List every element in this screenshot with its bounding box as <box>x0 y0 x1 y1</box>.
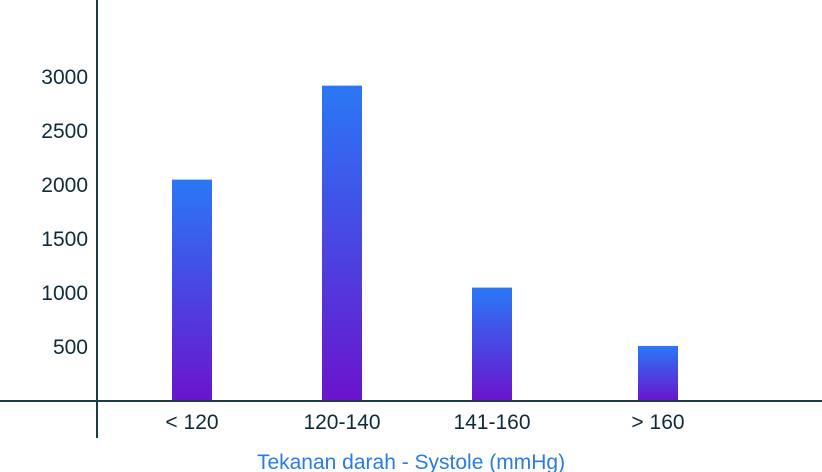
bar-0 <box>172 179 212 401</box>
bars-group <box>172 85 678 401</box>
y-tick-label-0: 500 <box>53 336 88 359</box>
x-category-label-0: < 120 <box>165 411 218 434</box>
bar-3 <box>638 345 678 401</box>
y-tick-label-5: 3000 <box>41 66 88 89</box>
x-category-label-3: > 160 <box>631 411 684 434</box>
y-tick-label-3: 2000 <box>41 174 88 197</box>
y-tick-label-1: 1000 <box>41 282 88 305</box>
y-tick-label-2: 1500 <box>41 228 88 251</box>
x-category-labels: < 120 120-140 141-160 > 160 <box>165 411 684 434</box>
y-tick-labels: 500 1000 1500 2000 2500 3000 <box>41 66 88 359</box>
x-axis-title: Tekanan darah - Systole (mmHg) <box>257 451 565 472</box>
x-category-label-1: 120-140 <box>303 411 380 434</box>
bar-1 <box>322 85 362 401</box>
x-category-label-2: 141-160 <box>453 411 530 434</box>
y-tick-label-4: 2500 <box>41 120 88 143</box>
bar-2 <box>472 287 512 401</box>
